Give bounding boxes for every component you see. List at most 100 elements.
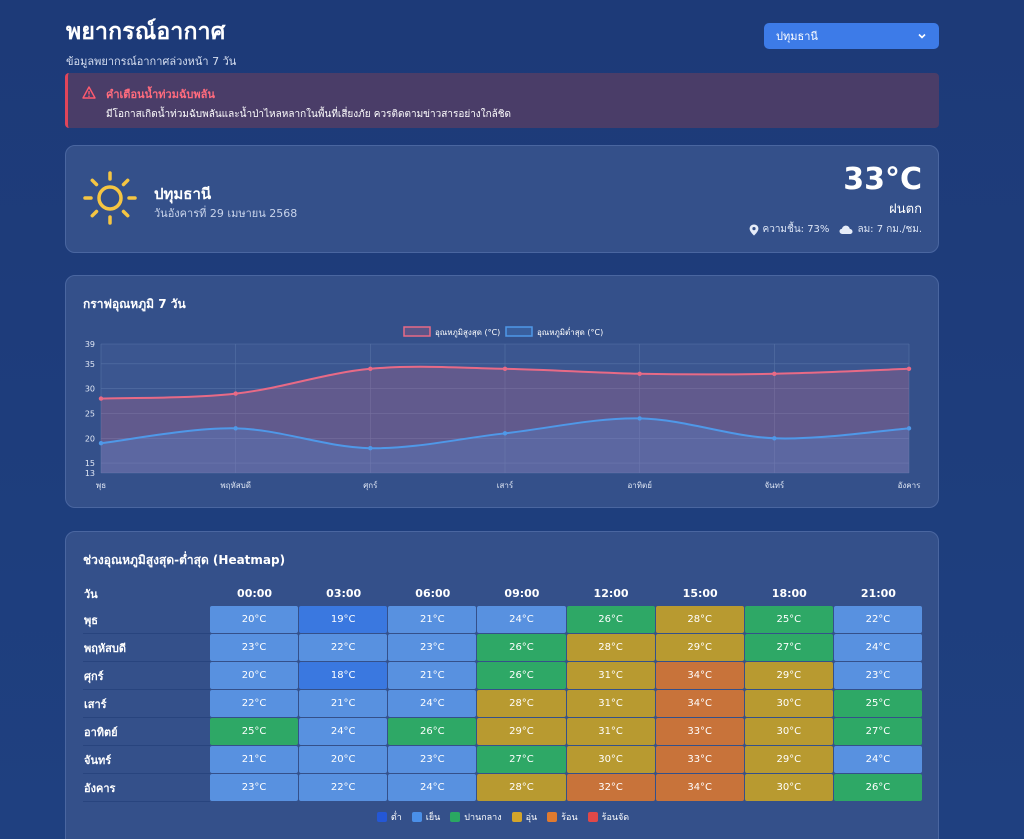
heatmap-cell: 33°C [655, 718, 744, 745]
heatmap-cell: 22°C [299, 634, 388, 661]
heatmap-cell: 30°C [566, 746, 655, 773]
wind-item: ลม: 7 กม./ชม. [839, 222, 922, 237]
current-meta: ความชื้น: 73% ลม: 7 กม./ชม. [749, 222, 922, 237]
heatmap-cell: 23°C [388, 746, 477, 773]
heatmap-cell: 28°C [477, 774, 566, 801]
heatmap-row: พุธ 20°C 19°C 21°C 24°C 26°C 28°C 25°C 22°C [83, 606, 923, 634]
province-select[interactable]: ปทุมธานี [764, 23, 939, 49]
legend-swatch [403, 326, 431, 337]
heatmap-legend: ต่ำ เย็น ปานกลาง อุ่น ร้อน ร้อนจัด [66, 810, 940, 824]
data-point [637, 371, 642, 376]
heatmap-cell: 31°C [566, 718, 655, 745]
heatmap-cell: 27°C [477, 746, 566, 773]
province-select-value: ปทุมธานี [776, 30, 818, 43]
heatmap-cell: 28°C [655, 606, 744, 633]
heatmap-cell: 26°C [388, 718, 477, 745]
heatmap-cell: 34°C [655, 690, 744, 717]
heatmap-cell: 31°C [566, 690, 655, 717]
data-point [368, 445, 373, 451]
current-temperature: 33°C [843, 162, 922, 197]
y-tick-label: 25 [85, 409, 95, 418]
heatmap-time-header: 03:00 [326, 587, 362, 600]
data-point [637, 416, 642, 421]
temperature-chart-card: กราฟอุณหภูมิ 7 วัน 13 15 20 25 30 35 39 พุธ พฤหั… [65, 275, 939, 508]
heatmap-legend-item: ต่ำ [376, 810, 402, 824]
legend-label: อุ่น [525, 813, 538, 823]
legend-label: ต่ำ [390, 813, 402, 823]
current-weather-card: ปทุมธานี วันอังคารที่ 29 เมษายน 2568 33°… [65, 145, 939, 253]
heatmap-cell: 23°C [833, 662, 922, 689]
heatmap-day-header: วัน [84, 587, 98, 601]
heatmap-legend-item: อุ่น [511, 810, 538, 824]
data-point [502, 431, 508, 436]
heatmap-cell: 30°C [744, 718, 833, 745]
chart-title: กราฟอุณหภูมิ 7 วัน [83, 297, 186, 311]
heatmap-cell: 18°C [299, 662, 388, 689]
y-tick-label: 30 [85, 385, 95, 394]
warning-icon [82, 86, 96, 99]
heatmap-cell: 22°C [210, 690, 299, 717]
heatmap-time-header: 21:00 [860, 587, 896, 600]
x-tick-label: ศุกร์ [363, 480, 378, 490]
data-point [906, 426, 912, 431]
heatmap-cell: 24°C [833, 746, 922, 773]
heatmap-cell: 19°C [299, 606, 388, 633]
x-tick-label: พุธ [96, 481, 106, 490]
legend-label: ร้อนจัด [601, 813, 630, 823]
heatmap-cell: 21°C [388, 606, 477, 633]
heatmap-cell: 24°C [388, 774, 477, 801]
heatmap-day-label: อังคาร [83, 774, 210, 802]
heatmap-cell: 34°C [655, 774, 744, 801]
heatmap-cell: 28°C [477, 690, 566, 717]
data-point [98, 441, 104, 446]
alert-text: มีโอกาสเกิดน้ำท่วมฉับพลันและน้ำป่าไหลหลา… [106, 109, 512, 120]
heatmap-cell: 20°C [210, 662, 299, 689]
heatmap-cell: 20°C [210, 606, 299, 633]
legend-label: ร้อน [561, 813, 578, 823]
heatmap-day-label: จันทร์ [83, 746, 210, 774]
heatmap-row: อังคาร 23°C 22°C 24°C 28°C 32°C 34°C 30°C 26°C [83, 774, 923, 802]
x-tick-label: จันทร์ [764, 480, 784, 490]
y-tick-label: 35 [85, 360, 95, 369]
heatmap-cell: 25°C [833, 690, 922, 717]
heatmap-body: พุธ 20°C 19°C 21°C 24°C 26°C 28°C 25°C 22°C พฤหัส… [83, 606, 923, 802]
heatmap-cell: 24°C [833, 634, 922, 661]
heatmap-title: ช่วงอุณหภูมิสูงสุด-ต่ำสุด (Heatmap) [83, 553, 286, 567]
data-point [233, 426, 238, 431]
heatmap-day-label: พฤหัสบดี [83, 634, 210, 662]
heatmap-row: พฤหัสบดี 23°C 22°C 23°C 26°C 28°C 29°C 27°C 24°C [83, 634, 923, 662]
legend-label: ปานกลาง [464, 813, 502, 823]
heatmap-cell: 26°C [833, 774, 922, 801]
legend-swatch [547, 812, 558, 822]
heatmap-cell: 29°C [655, 634, 744, 661]
cloud-icon [839, 225, 853, 234]
heatmap-cell: 25°C [744, 606, 833, 633]
heatmap-cell: 27°C [833, 718, 922, 745]
legend-swatch [505, 326, 533, 337]
heatmap-time-header: 12:00 [593, 587, 629, 600]
heatmap-cell: 30°C [744, 690, 833, 717]
humidity-item: ความชื้น: 73% [749, 222, 829, 237]
heatmap-table: วัน 00:00 03:00 06:00 09:00 12:00 15:00 18:00 21… [83, 581, 923, 802]
heatmap-cell: 24°C [388, 690, 477, 717]
legend-swatch [411, 812, 422, 822]
legend-swatch [587, 812, 598, 822]
heatmap-cell: 26°C [477, 634, 566, 661]
chevron-down-icon [918, 33, 926, 39]
heatmap-legend-item: เย็น [411, 810, 441, 824]
heatmap-cell: 21°C [299, 690, 388, 717]
legend-label: เย็น [425, 813, 441, 823]
wind-text: ลม: 7 กม./ชม. [857, 224, 922, 235]
heatmap-cell: 23°C [210, 634, 299, 661]
current-condition: ฝนตก [889, 202, 922, 217]
heatmap-cell: 22°C [833, 606, 922, 633]
data-point [233, 391, 238, 396]
heatmap-time-header: 06:00 [415, 587, 451, 600]
legend-swatch [511, 812, 522, 822]
heatmap-cell: 20°C [299, 746, 388, 773]
x-tick-label: เสาร์ [497, 480, 514, 490]
current-city: ปทุมธานี [154, 185, 212, 203]
heatmap-row: ศุกร์ 20°C 18°C 21°C 26°C 31°C 34°C 29°C 23°C [83, 662, 923, 690]
heatmap-day-label: เสาร์ [83, 690, 210, 718]
